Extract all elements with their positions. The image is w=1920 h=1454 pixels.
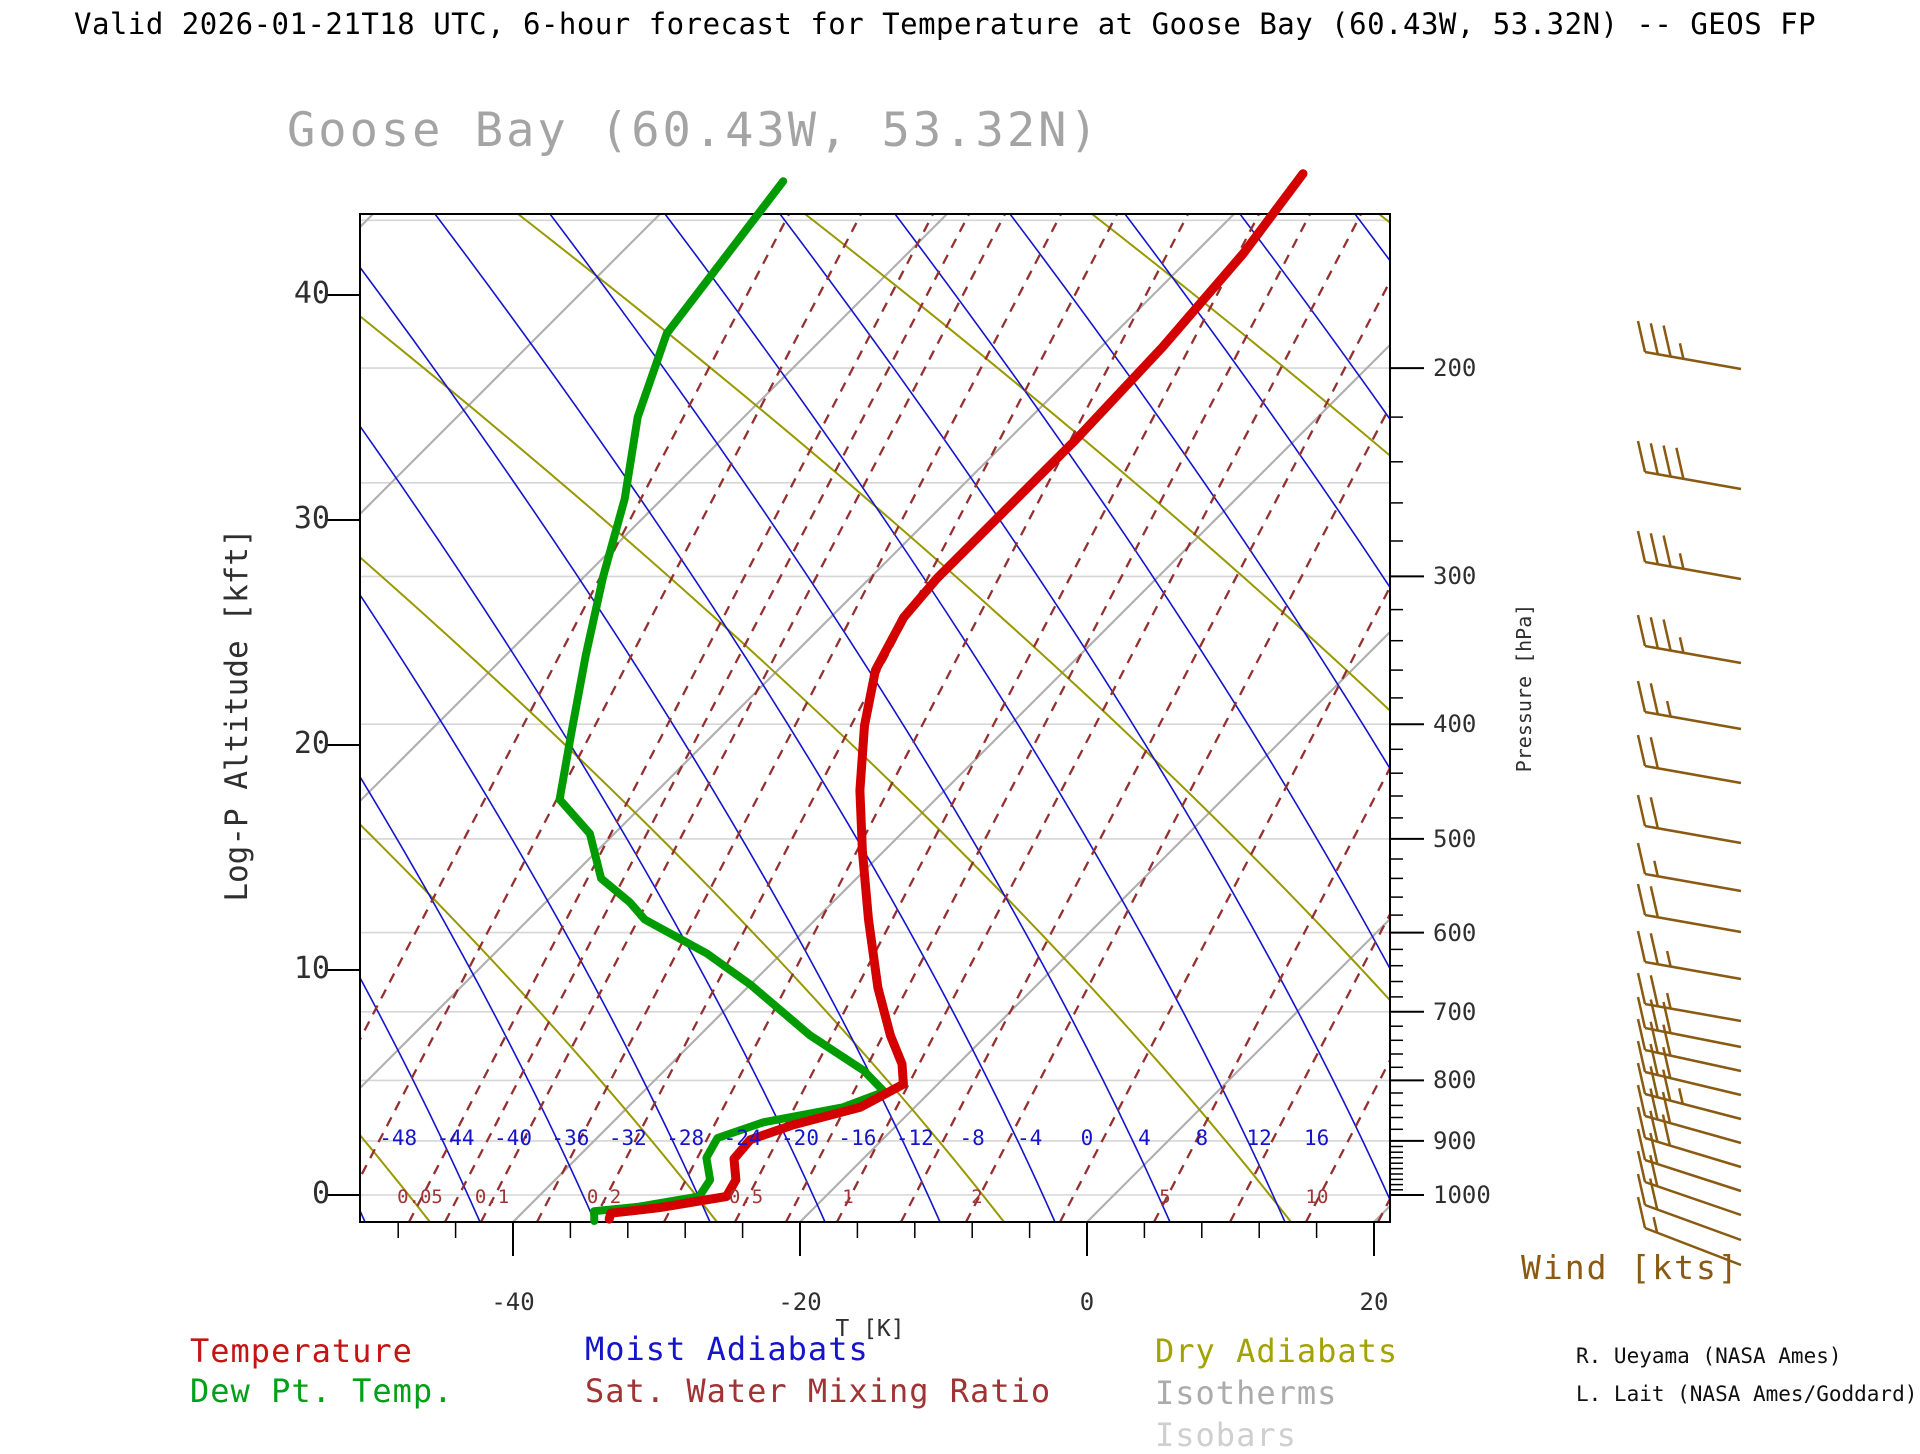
- left-axis-tick-label: 20: [293, 726, 330, 761]
- right-axis-tick-label: 200: [1433, 354, 1477, 383]
- wind-barb: [1636, 530, 1742, 581]
- wind-units-label: Wind [kts]: [1521, 1248, 1740, 1287]
- wind-barb: [1636, 1084, 1742, 1145]
- legend-dew-point: Dew Pt. Temp.: [190, 1372, 454, 1410]
- mixing-ratio-value-label: 5: [1159, 1186, 1171, 1208]
- left-axis-tick-label: 30: [293, 501, 330, 536]
- isotherm-value-label: -28: [666, 1126, 705, 1150]
- right-axis-tick-label: 300: [1433, 562, 1477, 591]
- valid-time-title: Valid 2026-01-21T18 UTC, 6-hour forecast…: [74, 7, 1817, 41]
- wind-barb: [1636, 320, 1742, 371]
- wind-barb: [1636, 883, 1742, 934]
- isotherm-value-label: 0: [1080, 1126, 1094, 1150]
- wind-barb: [1636, 1106, 1742, 1169]
- right-axis-tick-label: 800: [1433, 1066, 1477, 1095]
- wind-barb: [1636, 1196, 1742, 1267]
- isotherm-value-label: 8: [1195, 1126, 1209, 1150]
- bottom-axis-tick-label: 0: [1079, 1288, 1095, 1316]
- right-axis-tick-label: 900: [1433, 1126, 1477, 1155]
- isotherm-value-label: 12: [1246, 1126, 1272, 1150]
- legend-moist-adiabats: Moist Adiabats: [585, 1330, 869, 1368]
- mixing-ratio-value-label: 0.2: [586, 1186, 622, 1208]
- right-axis-tick-label: 500: [1433, 824, 1477, 853]
- isotherm-value-label: -36: [551, 1126, 590, 1150]
- wind-barb: [1636, 680, 1742, 731]
- right-axis-tick-label: 400: [1433, 710, 1477, 739]
- wind-barb: [1636, 1040, 1742, 1097]
- mixing-ratio-value-label: 2: [971, 1186, 983, 1208]
- wind-barb: [1636, 1128, 1742, 1193]
- right-axis-tick-label: 600: [1433, 918, 1477, 947]
- isotherm-value-label: -40: [494, 1126, 532, 1150]
- temperature-curve: [604, 169, 1308, 1224]
- mixing-ratio-value-label: 0.1: [474, 1186, 510, 1208]
- bottom-axis-tick-label: -20: [778, 1288, 822, 1316]
- legend-dry-adiabats: Dry Adiabats: [1155, 1332, 1399, 1370]
- credit-line-2: L. Lait (NASA Ames/Goddard): [1576, 1382, 1918, 1406]
- wind-barb: [1636, 930, 1742, 981]
- mixing-ratio-value-label: 0.05: [397, 1186, 443, 1208]
- mixing-ratio-value-label: 0.5: [728, 1186, 764, 1208]
- isotherm-value-label: -20: [781, 1126, 819, 1150]
- left-axis-title: Log-P Altitude [kft]: [219, 528, 255, 902]
- isotherm-value-label: 16: [1303, 1126, 1330, 1150]
- wind-barb: [1636, 734, 1742, 785]
- legend-isotherms: Isotherms: [1155, 1374, 1338, 1412]
- wind-barb: [1636, 440, 1742, 491]
- left-axis-tick-label: 40: [293, 276, 330, 311]
- wind-barb: [1636, 1173, 1742, 1242]
- dew-point-curve: [555, 177, 889, 1225]
- legend-temperature: Temperature: [190, 1332, 413, 1370]
- credit-line-1: R. Ueyama (NASA Ames): [1576, 1344, 1842, 1368]
- station-title: Goose Bay (60.43W, 53.32N): [287, 103, 1101, 158]
- isotherm-value-label: -12: [895, 1126, 934, 1150]
- wind-barb: [1636, 996, 1742, 1049]
- right-axis-tick-label: 1000: [1433, 1181, 1491, 1209]
- right-axis-tick-label: 700: [1433, 997, 1477, 1026]
- left-axis-tick-label: 0: [311, 1176, 330, 1211]
- wind-barb: [1636, 842, 1742, 893]
- mixing-ratio-value-label: 1: [842, 1186, 854, 1208]
- wind-barb: [1636, 1062, 1742, 1121]
- x-axis-title: T [K]: [835, 1316, 905, 1342]
- isotherm-value-label: -24: [723, 1126, 762, 1150]
- legend-mixing-ratio: Sat. Water Mixing Ratio: [585, 1372, 1052, 1410]
- wind-barb: [1636, 614, 1742, 665]
- wind-barb: [1636, 1150, 1742, 1217]
- isotherm-value-label: -44: [436, 1126, 475, 1150]
- bottom-axis-tick-label: -40: [491, 1288, 535, 1316]
- isotherm-value-label: -8: [959, 1126, 985, 1150]
- wind-barb: [1636, 794, 1742, 845]
- wind-barb: [1636, 1018, 1742, 1073]
- left-axis-tick-label: 10: [293, 951, 330, 986]
- legend-isobars: Isobars: [1155, 1416, 1297, 1454]
- bottom-axis-tick-label: 20: [1359, 1288, 1389, 1316]
- isotherm-value-label: -4: [1016, 1126, 1043, 1150]
- mixing-ratio-value-label: 10: [1305, 1186, 1329, 1208]
- isotherm-value-label: -32: [608, 1126, 647, 1150]
- isotherm-value-label: -16: [838, 1126, 877, 1150]
- isotherm-value-label: 4: [1138, 1126, 1151, 1150]
- right-axis-title: Pressure [hPa]: [1512, 603, 1536, 773]
- wind-barb: [1636, 972, 1742, 1023]
- isotherm-value-label: -48: [379, 1126, 418, 1150]
